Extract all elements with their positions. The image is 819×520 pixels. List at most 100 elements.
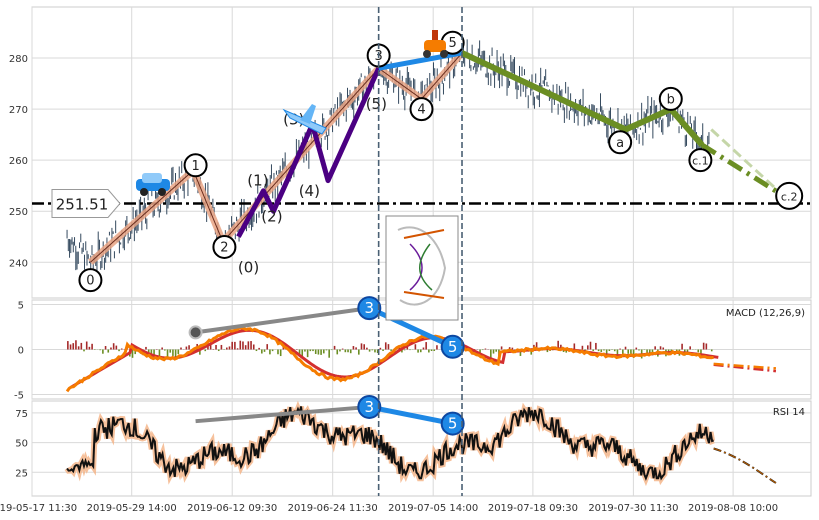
macd-histogram-bar bbox=[161, 347, 163, 350]
macd-histogram-bar bbox=[112, 343, 115, 350]
macd-histogram-bar bbox=[589, 341, 592, 350]
wave-marker bbox=[183, 153, 208, 178]
macd-histogram-bar bbox=[226, 347, 228, 350]
macd-histogram-bar bbox=[244, 345, 247, 350]
macd-histogram-bar bbox=[511, 347, 514, 350]
macd-histogram-bar bbox=[304, 349, 306, 352]
macd-histogram-bar bbox=[654, 346, 656, 350]
macd-histogram-bar bbox=[603, 349, 605, 351]
wave-label-1: 1 bbox=[183, 153, 208, 178]
macd-histogram-bar bbox=[492, 349, 495, 354]
macd-histogram-bar bbox=[495, 349, 498, 352]
macd-panel: 3 5 MACD (12,26,9) bbox=[65, 296, 805, 393]
macd-histogram-bar bbox=[75, 340, 77, 350]
macd-histogram-bar bbox=[557, 340, 559, 350]
macd-histogram-bar bbox=[91, 343, 93, 350]
macd-histogram-bar bbox=[659, 346, 662, 350]
macd-histogram-bar bbox=[169, 349, 172, 353]
macd-histogram-bar bbox=[153, 349, 155, 357]
macd-histogram-bar bbox=[282, 346, 285, 350]
macd-histogram-bar bbox=[188, 345, 190, 350]
macd-histogram-bar bbox=[627, 349, 630, 354]
scooter-wheel bbox=[440, 50, 448, 58]
macd-histogram-bar bbox=[355, 347, 357, 350]
sub-wave-label: (2) bbox=[261, 207, 282, 225]
macd-histogram-bar bbox=[341, 348, 344, 350]
macd-line bbox=[65, 326, 714, 393]
macd-histogram-bar bbox=[158, 349, 161, 356]
macd-histogram-bar bbox=[581, 345, 584, 350]
macd-histogram-bar bbox=[271, 349, 274, 352]
macd-histogram-bar bbox=[115, 345, 118, 350]
macd-histogram-bar bbox=[212, 348, 215, 350]
macd-histogram-bar bbox=[560, 344, 562, 350]
macd-histogram-bar bbox=[436, 345, 438, 350]
wave-label-text: 1 bbox=[191, 159, 199, 174]
macd-histogram-bar bbox=[234, 341, 236, 350]
sub-wave bbox=[236, 67, 381, 238]
inset-green bbox=[419, 243, 433, 291]
macd-histogram-bar bbox=[231, 341, 233, 350]
macd-histogram-bar bbox=[535, 342, 538, 350]
macd-histogram-bar bbox=[384, 342, 387, 350]
macd-histogram-bar bbox=[314, 349, 317, 355]
macd-histogram-bar bbox=[562, 349, 565, 353]
macd-histogram-bar bbox=[199, 349, 201, 355]
macd-histogram-bar bbox=[236, 348, 239, 350]
sub-wave-label: (5) bbox=[366, 95, 387, 113]
y-tick-label: 75 bbox=[15, 409, 28, 420]
macd-histogram-bar bbox=[239, 340, 242, 350]
rsi-projection-accent bbox=[713, 447, 777, 484]
macd-histogram-bar bbox=[247, 341, 250, 350]
inset-line bbox=[403, 229, 445, 299]
macd-histogram-bar bbox=[428, 349, 430, 353]
car-window bbox=[142, 173, 162, 183]
macd-histogram-bar bbox=[608, 349, 611, 351]
macd-histogram-bar bbox=[363, 344, 365, 350]
macd-divergence-marker bbox=[357, 296, 382, 321]
macd-histogram-bar bbox=[209, 344, 212, 350]
macd-histogram-bar bbox=[134, 349, 137, 355]
wave-label-c1: c.1 bbox=[688, 148, 713, 173]
projection-alt bbox=[710, 128, 785, 198]
macd-histogram-bar bbox=[220, 344, 223, 350]
rsi-divergence-label: 5 bbox=[448, 415, 458, 433]
macd-histogram-bar bbox=[83, 349, 85, 352]
rsi-divergence-up bbox=[195, 404, 370, 424]
wave-label-text: 4 bbox=[417, 103, 425, 118]
macd-histogram-bar bbox=[118, 349, 120, 352]
macd-histogram-bar bbox=[349, 349, 352, 354]
macd-histogram-bar bbox=[172, 349, 174, 356]
macd-histogram-bar bbox=[217, 349, 220, 352]
macd-histogram-bar bbox=[662, 347, 665, 350]
macd-histogram-bar bbox=[228, 346, 231, 350]
airplane-icon bbox=[282, 104, 327, 135]
macd-histogram-bar bbox=[406, 346, 409, 350]
macd-histogram-bar bbox=[546, 349, 549, 353]
macd-histogram-bar bbox=[344, 349, 347, 353]
macd-histogram-bar bbox=[358, 349, 360, 355]
macd-histogram-bar bbox=[120, 348, 123, 350]
macd-histogram-bar bbox=[379, 347, 382, 350]
macd-histogram-bar bbox=[710, 349, 713, 352]
y-tick-label: 260 bbox=[9, 156, 28, 167]
macd-histogram-bar bbox=[700, 349, 702, 354]
macd-histogram-bar bbox=[301, 349, 304, 358]
rsi-panel: 3 5 RSI 14 bbox=[64, 394, 805, 487]
macd-histogram-bar bbox=[425, 342, 427, 350]
correction-wave bbox=[460, 50, 705, 147]
sub-wave-label: (0) bbox=[238, 258, 259, 276]
macd-histogram-bar bbox=[681, 343, 683, 350]
macd-histogram-bar bbox=[366, 347, 368, 350]
macd-histogram-bar bbox=[77, 346, 80, 350]
wave-label-4: 4 bbox=[409, 97, 434, 122]
macd-histogram-bar bbox=[250, 341, 252, 350]
scooter-rider bbox=[432, 30, 438, 40]
y-tick-label: 50 bbox=[15, 439, 28, 450]
wave-label-text: c.2 bbox=[781, 190, 798, 203]
macd-histogram-bar bbox=[261, 349, 263, 354]
macd-histogram-bar bbox=[433, 349, 436, 351]
macd-histogram-bar bbox=[481, 349, 484, 351]
wave-label-text: 0 bbox=[86, 274, 94, 289]
